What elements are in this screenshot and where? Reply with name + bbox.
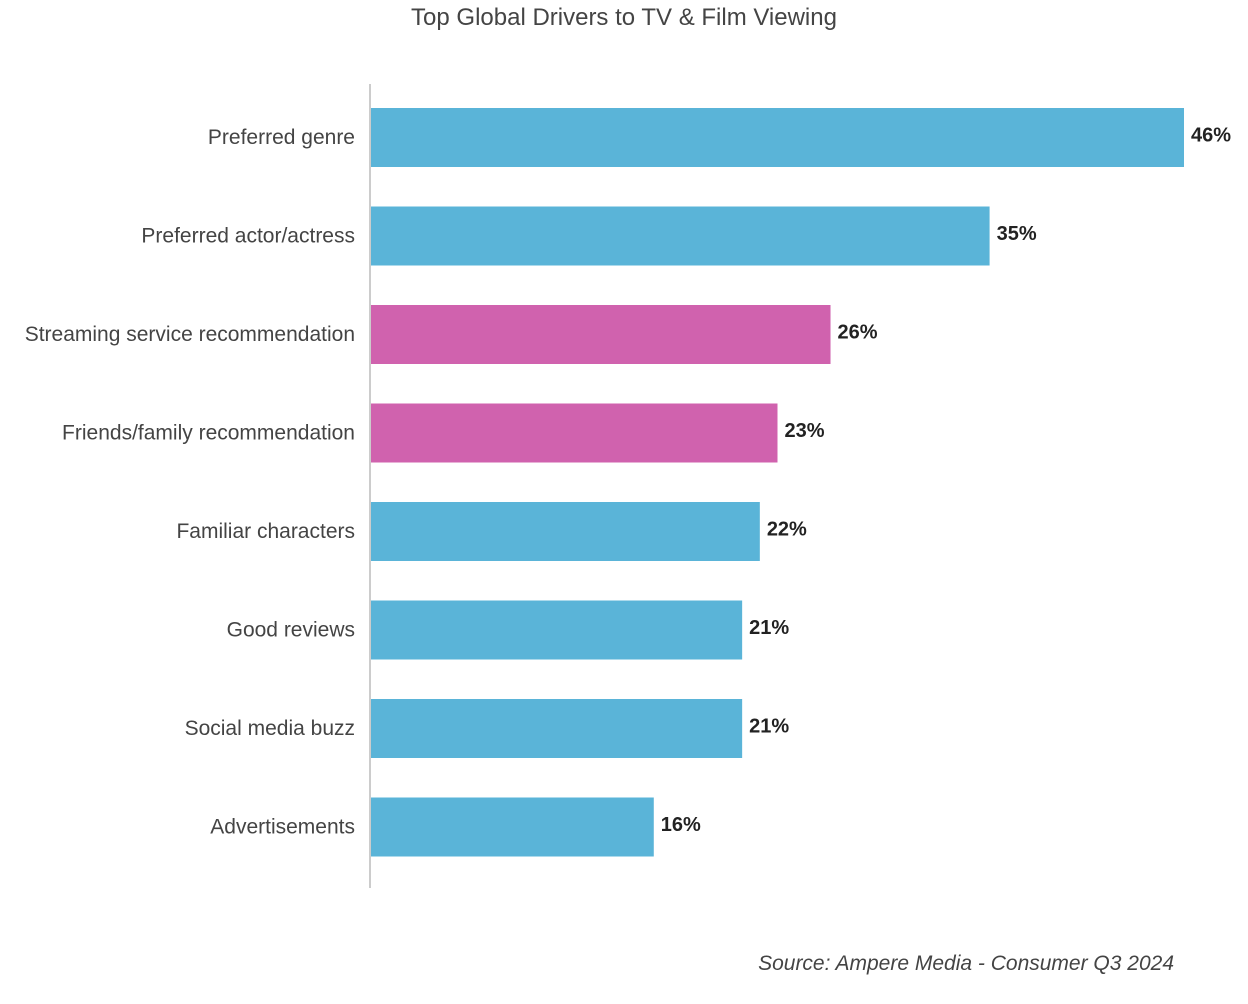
bar [371,502,760,561]
source-note: Source: Ampere Media - Consumer Q3 2024 [758,952,1174,975]
category-label: Familiar characters [176,520,355,543]
bar [371,600,743,660]
value-label: 35% [997,223,1037,245]
category-label: Streaming service recommendation [25,323,355,346]
chart-title: Top Global Drivers to TV & Film Viewing [411,4,837,31]
bar [371,305,831,364]
category-label: Good reviews [227,619,355,642]
bars-group: Preferred genre 46% Preferred actor/actres… [25,108,1231,857]
category-label: Friends/family recommendation [62,422,355,445]
value-label: 46% [1191,125,1231,147]
category-label: Social media buzz [185,717,355,740]
bar [371,797,654,857]
category-label: Preferred actor/actress [141,225,355,248]
bar [371,206,990,266]
value-label: 16% [661,814,701,836]
value-label: 26% [838,322,878,344]
category-label: Advertisements [210,816,355,839]
bar [371,699,743,758]
value-label: 22% [767,519,807,541]
value-label: 21% [749,617,789,639]
bar [371,403,778,463]
value-label: 21% [749,716,789,738]
value-label: 23% [785,420,825,442]
category-label: Preferred genre [208,126,355,149]
bar [371,108,1184,167]
